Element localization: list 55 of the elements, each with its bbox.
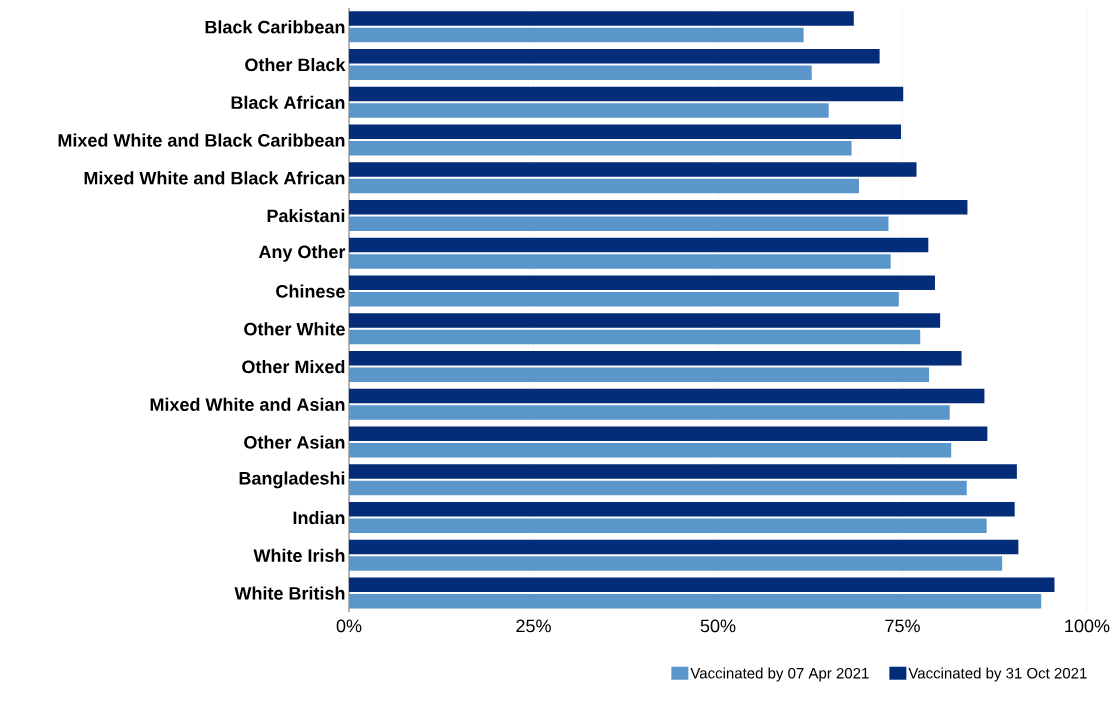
y-tick-label: Chinese xyxy=(276,284,345,298)
bar xyxy=(349,162,917,177)
bar xyxy=(349,216,889,232)
bar xyxy=(349,103,829,118)
bar xyxy=(349,200,968,215)
bar xyxy=(349,65,812,81)
bar xyxy=(349,464,1017,479)
y-tick-label: Other White xyxy=(244,322,345,336)
bar xyxy=(349,275,935,291)
bar xyxy=(349,141,852,156)
x-tick-label: 0% xyxy=(336,619,362,633)
bar xyxy=(349,178,859,194)
bar xyxy=(349,292,899,307)
y-tick-label: Other Asian xyxy=(244,435,345,449)
y-tick-label: Other Mixed xyxy=(242,360,345,374)
bar xyxy=(349,329,921,345)
bar xyxy=(349,577,1055,593)
x-tick-label: 25% xyxy=(516,619,551,633)
bar xyxy=(349,502,1015,517)
bar xyxy=(349,518,987,534)
bar xyxy=(349,405,950,420)
x-tick-label: 75% xyxy=(885,619,920,633)
legend-label: Vaccinated by 31 Oct 2021 xyxy=(908,667,1087,682)
y-tick-label: Mixed White and Asian xyxy=(150,397,345,411)
x-tick-label: 100% xyxy=(1065,619,1110,633)
bar xyxy=(349,539,1019,555)
bar xyxy=(349,11,854,26)
bar xyxy=(349,86,904,102)
y-tick-label: Bangladeshi xyxy=(239,471,345,489)
bar xyxy=(349,351,962,366)
y-tick-label: Any Other xyxy=(258,244,346,262)
bar xyxy=(349,426,988,442)
y-tick-label: Black Caribbean xyxy=(205,20,345,34)
bar xyxy=(349,367,930,383)
x-tick-label: 50% xyxy=(700,619,736,633)
legend-label: Vaccinated by 07 Apr 2021 xyxy=(690,667,869,682)
bar xyxy=(349,556,1003,571)
bar xyxy=(349,124,902,140)
y-tick-label: White Irish xyxy=(253,548,345,562)
bar xyxy=(349,27,804,43)
y-tick-label: Other Black xyxy=(245,58,346,72)
bar xyxy=(349,49,880,64)
bar xyxy=(349,313,941,328)
bar xyxy=(349,443,952,458)
y-tick-label: Black African xyxy=(231,95,345,109)
y-tick-label: Pakistani xyxy=(267,209,345,223)
y-tick-label: Indian xyxy=(293,511,345,525)
y-tick-label: Mixed White and Black Caribbean xyxy=(58,133,345,147)
bar xyxy=(349,480,967,496)
y-tick-label: Mixed White and Black African xyxy=(84,171,345,185)
y-tick-label: White British xyxy=(234,586,345,600)
bar xyxy=(349,388,985,404)
bar xyxy=(349,594,1042,609)
bar xyxy=(349,254,891,269)
bar xyxy=(349,237,929,253)
